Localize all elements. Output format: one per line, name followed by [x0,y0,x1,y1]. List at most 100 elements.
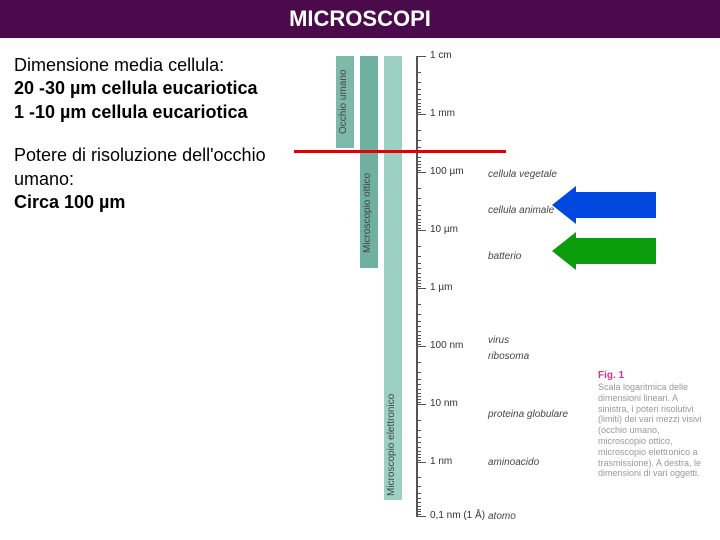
minor-tick [416,430,421,431]
header-bar: MICROSCOPI [0,0,720,38]
minor-tick [416,164,421,165]
minor-tick [416,460,421,461]
minor-tick [416,498,421,499]
caption-body: Scala logaritmica delle dimensioni linea… [598,382,710,479]
minor-tick [416,205,421,206]
minor-tick [416,210,421,211]
scale-item-label: virus [488,335,509,346]
minor-tick [416,72,421,73]
minor-tick [416,273,421,274]
minor-tick [416,286,421,287]
minor-tick [416,161,421,162]
tick-label: 1 cm [430,50,452,61]
scale-item-label: batterio [488,251,521,262]
minor-tick [416,147,421,148]
minor-tick [416,82,421,83]
minor-tick [416,344,421,345]
range-bar-label-microscopio-ottico: Microscopio ottico [362,158,373,268]
minor-tick [416,486,421,487]
major-tick [416,114,426,115]
minor-tick [416,506,421,507]
major-tick [416,346,426,347]
p2-line2: Circa 100 µm [14,192,125,212]
left-text-block: Dimensione media cellula: 20 -30 µm cell… [14,54,294,234]
minor-tick [416,502,421,503]
minor-tick [416,225,421,226]
minor-tick [416,304,421,305]
minor-tick [416,256,421,257]
tick-label: 1 mm [430,108,455,119]
minor-tick [416,89,421,90]
minor-tick [416,442,421,443]
minor-tick [416,384,421,385]
minor-tick [416,268,421,269]
minor-tick [416,399,421,400]
range-bar-label-occhio-umano: Occhio umano [338,56,349,148]
minor-tick [416,372,421,373]
caption-title: Fig. 1 [598,370,710,382]
minor-tick [416,362,421,363]
major-tick [416,516,426,517]
tick-label: 100 nm [430,340,463,351]
tick-label: 1 µm [430,282,452,293]
header-title: MICROSCOPI [289,6,431,32]
tick-label: 10 nm [430,398,458,409]
minor-tick [416,130,421,131]
minor-tick [416,420,421,421]
minor-tick [416,219,421,220]
major-tick [416,56,426,57]
paragraph-2: Potere di risoluzione dell'occhio umano:… [14,144,294,214]
minor-tick [416,106,421,107]
minor-tick [416,263,421,264]
minor-tick [416,246,421,247]
major-tick [416,172,426,173]
minor-tick [416,379,421,380]
p1-line3: 1 -10 µm cellula eucariotica [14,102,247,122]
minor-tick [416,215,421,216]
minor-tick [416,341,421,342]
minor-tick [416,99,421,100]
minor-tick [416,140,421,141]
scale-item-label: aminoacido [488,457,539,468]
figure-caption: Fig. 1 Scala logaritmica delle dimension… [598,370,710,479]
minor-tick [416,511,421,512]
scale-item-label: atomo [488,511,516,522]
minor-tick [416,314,421,315]
minor-tick [416,188,421,189]
minor-tick [416,437,421,438]
minor-tick [416,103,421,104]
tick-label: 1 nm [430,456,452,467]
major-tick [416,288,426,289]
minor-tick [416,389,421,390]
scale-item-label: proteina globulare [488,409,568,420]
major-tick [416,230,426,231]
minor-tick [416,228,421,229]
minor-tick [416,509,421,510]
major-tick [416,462,426,463]
arrow-green-body [576,238,656,264]
major-tick [416,404,426,405]
minor-tick [416,280,421,281]
p1-line1: Dimensione media cellula: [14,55,224,75]
arrow-blue-body [576,192,656,218]
resolution-limit-line [294,150,506,153]
minor-tick [416,454,421,455]
minor-tick [416,94,421,95]
minor-tick [416,283,421,284]
minor-tick [416,167,421,168]
minor-tick [416,402,421,403]
minor-tick [416,331,421,332]
minor-tick [416,326,421,327]
arrow-green-head [552,232,576,270]
paragraph-1: Dimensione media cellula: 20 -30 µm cell… [14,54,294,124]
minor-tick [416,493,421,494]
minor-tick [416,112,421,113]
scale-item-label: cellula vegetale [488,169,557,180]
minor-tick [416,277,421,278]
minor-tick [416,396,421,397]
minor-tick [416,157,421,158]
minor-tick [416,109,421,110]
minor-tick [416,514,421,515]
minor-tick [416,170,421,171]
minor-tick [416,338,421,339]
